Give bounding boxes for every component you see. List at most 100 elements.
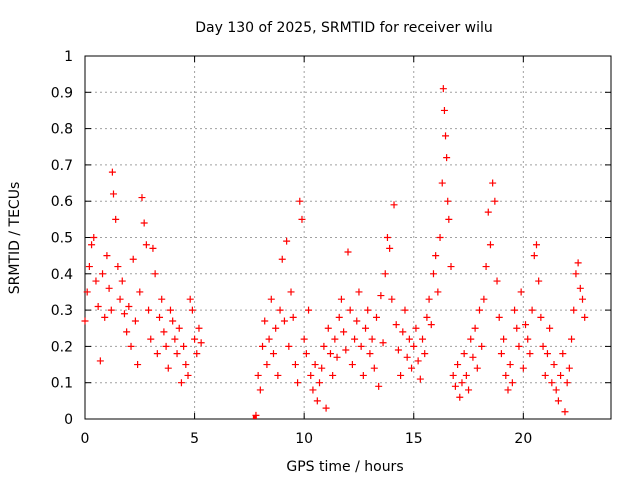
data-point [399, 328, 407, 336]
data-point [502, 371, 510, 379]
data-point [153, 350, 161, 358]
data-point [506, 361, 514, 369]
data-point [337, 295, 345, 303]
data-point [346, 306, 354, 314]
y-tick-label: 0.6 [51, 194, 73, 210]
data-point [444, 197, 452, 205]
x-tick-label: 20 [514, 431, 532, 447]
data-point [390, 201, 398, 209]
data-point [326, 350, 334, 358]
data-point [362, 324, 370, 332]
data-point [473, 364, 481, 372]
data-point [160, 328, 168, 336]
data-point [465, 386, 473, 394]
data-point [287, 288, 295, 296]
data-point [90, 234, 98, 241]
data-point [447, 263, 455, 271]
data-point [513, 324, 521, 332]
y-tick-label: 1 [64, 49, 73, 65]
data-point [386, 244, 394, 252]
data-point [311, 361, 319, 369]
data-point [370, 364, 378, 372]
y-tick-label: 0.4 [51, 267, 73, 283]
data-point [366, 350, 374, 358]
data-point [548, 379, 556, 387]
data-point [372, 313, 380, 321]
data-point [552, 386, 560, 394]
data-point [112, 215, 120, 223]
data-point [331, 335, 339, 343]
data-point [460, 350, 468, 358]
data-point [375, 382, 383, 390]
data-point [114, 263, 122, 271]
data-point [581, 313, 589, 321]
data-point [252, 415, 257, 419]
data-point [486, 241, 494, 249]
data-point [570, 306, 578, 314]
data-point [125, 302, 133, 310]
x-tick-label: 5 [190, 431, 199, 447]
data-point [322, 404, 330, 412]
data-point [92, 277, 100, 285]
data-point [252, 411, 260, 419]
data-point [274, 371, 282, 379]
x-tick-label: 0 [81, 431, 90, 447]
data-point [442, 132, 450, 140]
data-point [500, 335, 508, 343]
data-point [471, 324, 479, 332]
data-point [438, 179, 446, 187]
data-point [454, 361, 462, 369]
data-point [171, 335, 179, 343]
data-point [559, 350, 567, 358]
data-point [368, 335, 376, 343]
data-point [489, 179, 497, 187]
data-point [348, 361, 356, 369]
data-point [147, 335, 155, 343]
data-point [557, 371, 565, 379]
data-point [445, 215, 453, 223]
data-point [197, 339, 205, 347]
data-point [410, 342, 418, 350]
data-point [563, 379, 571, 387]
data-point [451, 382, 459, 390]
data-point [116, 295, 124, 303]
data-point [478, 342, 486, 350]
data-point [482, 263, 490, 271]
data-point [480, 295, 488, 303]
data-point [193, 350, 201, 358]
data-point [294, 379, 302, 387]
y-tick-label: 0.5 [51, 231, 73, 247]
data-point [414, 357, 422, 365]
data-point [182, 361, 190, 369]
data-point [186, 295, 194, 303]
data-point [403, 353, 411, 361]
data-point [405, 335, 413, 343]
data-point [269, 350, 277, 358]
data-point [397, 371, 405, 379]
x-tick-label: 10 [295, 431, 313, 447]
x-axis-label: GPS time / hours [286, 459, 403, 475]
data-point [416, 375, 424, 383]
data-point [517, 288, 525, 296]
data-point [296, 197, 304, 205]
data-point [355, 288, 363, 296]
data-point [497, 350, 505, 358]
data-point [394, 346, 402, 354]
x-tick-label: 15 [405, 431, 423, 447]
data-point [429, 270, 437, 278]
data-point [511, 306, 519, 314]
data-point [175, 324, 183, 332]
data-point [419, 335, 427, 343]
data-point [383, 234, 391, 241]
y-tick-label: 0.7 [51, 158, 73, 174]
data-point [162, 342, 170, 350]
data-point [151, 270, 159, 278]
data-point [142, 241, 150, 249]
data-point [526, 350, 534, 358]
data-point [300, 335, 308, 343]
data-point [522, 321, 530, 329]
data-point [423, 313, 431, 321]
y-tick-label: 0.2 [51, 339, 73, 355]
data-point [421, 350, 429, 358]
data-point [353, 317, 361, 325]
